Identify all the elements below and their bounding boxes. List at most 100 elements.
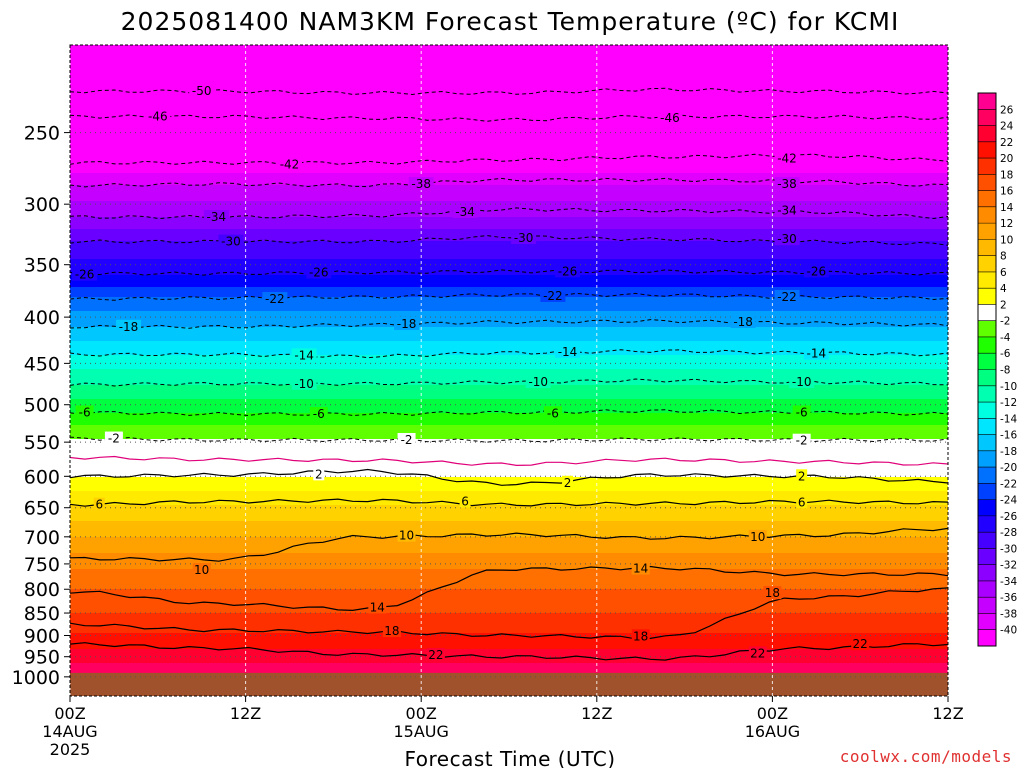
- temperature-band: [70, 539, 948, 542]
- temperature-band: [70, 115, 948, 118]
- colorbar-label: 10: [1000, 234, 1013, 246]
- contour-label: -34: [455, 205, 475, 219]
- y-tick-label: 600: [24, 466, 60, 488]
- temperature-band: [70, 87, 948, 90]
- contour-label-bg: [803, 346, 829, 360]
- temperature-band: [70, 323, 948, 326]
- temperature-band: [70, 307, 948, 310]
- temperature-band: [70, 469, 948, 472]
- contour-label: -6: [796, 405, 808, 419]
- temperature-band: [70, 371, 948, 374]
- contour-label: -18: [733, 315, 753, 329]
- temperature-band: [70, 327, 948, 330]
- colorbar-swatch: [978, 239, 996, 257]
- y-tick-label: 900: [24, 625, 60, 647]
- contour-label: -46: [148, 110, 168, 124]
- temperature-band: [70, 407, 948, 410]
- temperature-band: [70, 421, 948, 424]
- temperature-band: [70, 345, 948, 348]
- temperature-band: [70, 231, 948, 234]
- contour-label: 14: [633, 562, 648, 576]
- temperature-band: [70, 291, 948, 294]
- temperature-band: [70, 519, 948, 522]
- temperature-band: [70, 103, 948, 106]
- temperature-band: [70, 343, 948, 346]
- colorbar-label: -36: [1000, 592, 1017, 604]
- contour-label-bg: [408, 177, 434, 191]
- x-tick-date: 15AUG: [393, 722, 448, 741]
- temperature-band: [70, 641, 948, 644]
- colorbar-swatch: [978, 158, 996, 175]
- temperature-band: [70, 443, 948, 446]
- temperature-band: [70, 239, 948, 242]
- x-tick-label: 12Z: [932, 704, 963, 723]
- temperature-band: [70, 595, 948, 598]
- contour-label-bg: [309, 407, 328, 421]
- temperature-band: [70, 629, 948, 632]
- contour-label: -26: [806, 264, 826, 278]
- temperature-band: [70, 587, 948, 590]
- contour-label: -6: [313, 407, 325, 421]
- temperature-band: [70, 317, 948, 320]
- temperature-band: [70, 333, 948, 336]
- contour-label-bg: [774, 289, 800, 303]
- temperature-band: [70, 135, 948, 138]
- temperature-band: [70, 305, 948, 308]
- temperature-band: [70, 301, 948, 304]
- temperature-band: [70, 509, 948, 512]
- contour-label: 2: [564, 476, 572, 490]
- temperature-band: [70, 241, 948, 244]
- temperature-band: [70, 185, 948, 188]
- contour-label: -50: [192, 84, 212, 98]
- temperature-band: [70, 373, 948, 376]
- temperature-band: [70, 95, 948, 98]
- colorbar-swatch: [978, 629, 996, 647]
- colorbar-swatch: [978, 93, 996, 110]
- temperature-band: [70, 447, 948, 450]
- contour-label-bg: [104, 431, 123, 445]
- temperature-band: [70, 263, 948, 266]
- temperature-band: [70, 631, 948, 634]
- temperature-band: [70, 111, 948, 114]
- temperature-band: [70, 477, 948, 480]
- contour-label: -10: [792, 375, 812, 389]
- temperature-band: [70, 69, 948, 72]
- colorbar-swatch: [978, 369, 996, 387]
- colorbar-swatch: [978, 515, 996, 533]
- contour-label-bg: [397, 432, 416, 446]
- contour-label-bg: [631, 629, 650, 643]
- temperature-band: [70, 401, 948, 404]
- isotherm-line: [70, 455, 948, 467]
- temperature-band: [70, 331, 948, 334]
- temperature-band: [70, 611, 948, 614]
- temperature-band: [70, 151, 948, 154]
- temperature-band: [70, 229, 948, 232]
- colorbar-label: 6: [1000, 267, 1007, 279]
- temperature-band: [70, 133, 948, 136]
- temperature-band: [70, 181, 948, 184]
- contour-label-bg: [748, 646, 767, 660]
- temperature-band: [70, 531, 948, 534]
- temperature-band: [70, 205, 948, 208]
- colorbar-label: -32: [1000, 560, 1017, 572]
- temperature-band: [70, 671, 948, 674]
- temperature-band: [70, 377, 948, 380]
- temperature-band: [70, 559, 948, 562]
- temperature-band: [70, 621, 948, 624]
- contour-label: -30: [221, 235, 241, 249]
- temperature-band: [70, 665, 948, 668]
- temperature-band: [70, 525, 948, 528]
- colorbar-label: 12: [1000, 218, 1013, 230]
- contour-label: -30: [514, 231, 534, 245]
- colorbar-label: -38: [1000, 608, 1017, 620]
- temperature-band: [70, 55, 948, 58]
- temperature-band: [70, 153, 948, 156]
- temperature-band: [70, 279, 948, 282]
- temperature-band: [70, 299, 948, 302]
- temperature-band: [70, 623, 948, 626]
- contour-label-bg: [555, 344, 581, 358]
- x-tick-year: 2025: [50, 740, 91, 759]
- colorbar-label: -30: [1000, 543, 1017, 555]
- temperature-band: [70, 365, 948, 368]
- temperature-band: [70, 191, 948, 194]
